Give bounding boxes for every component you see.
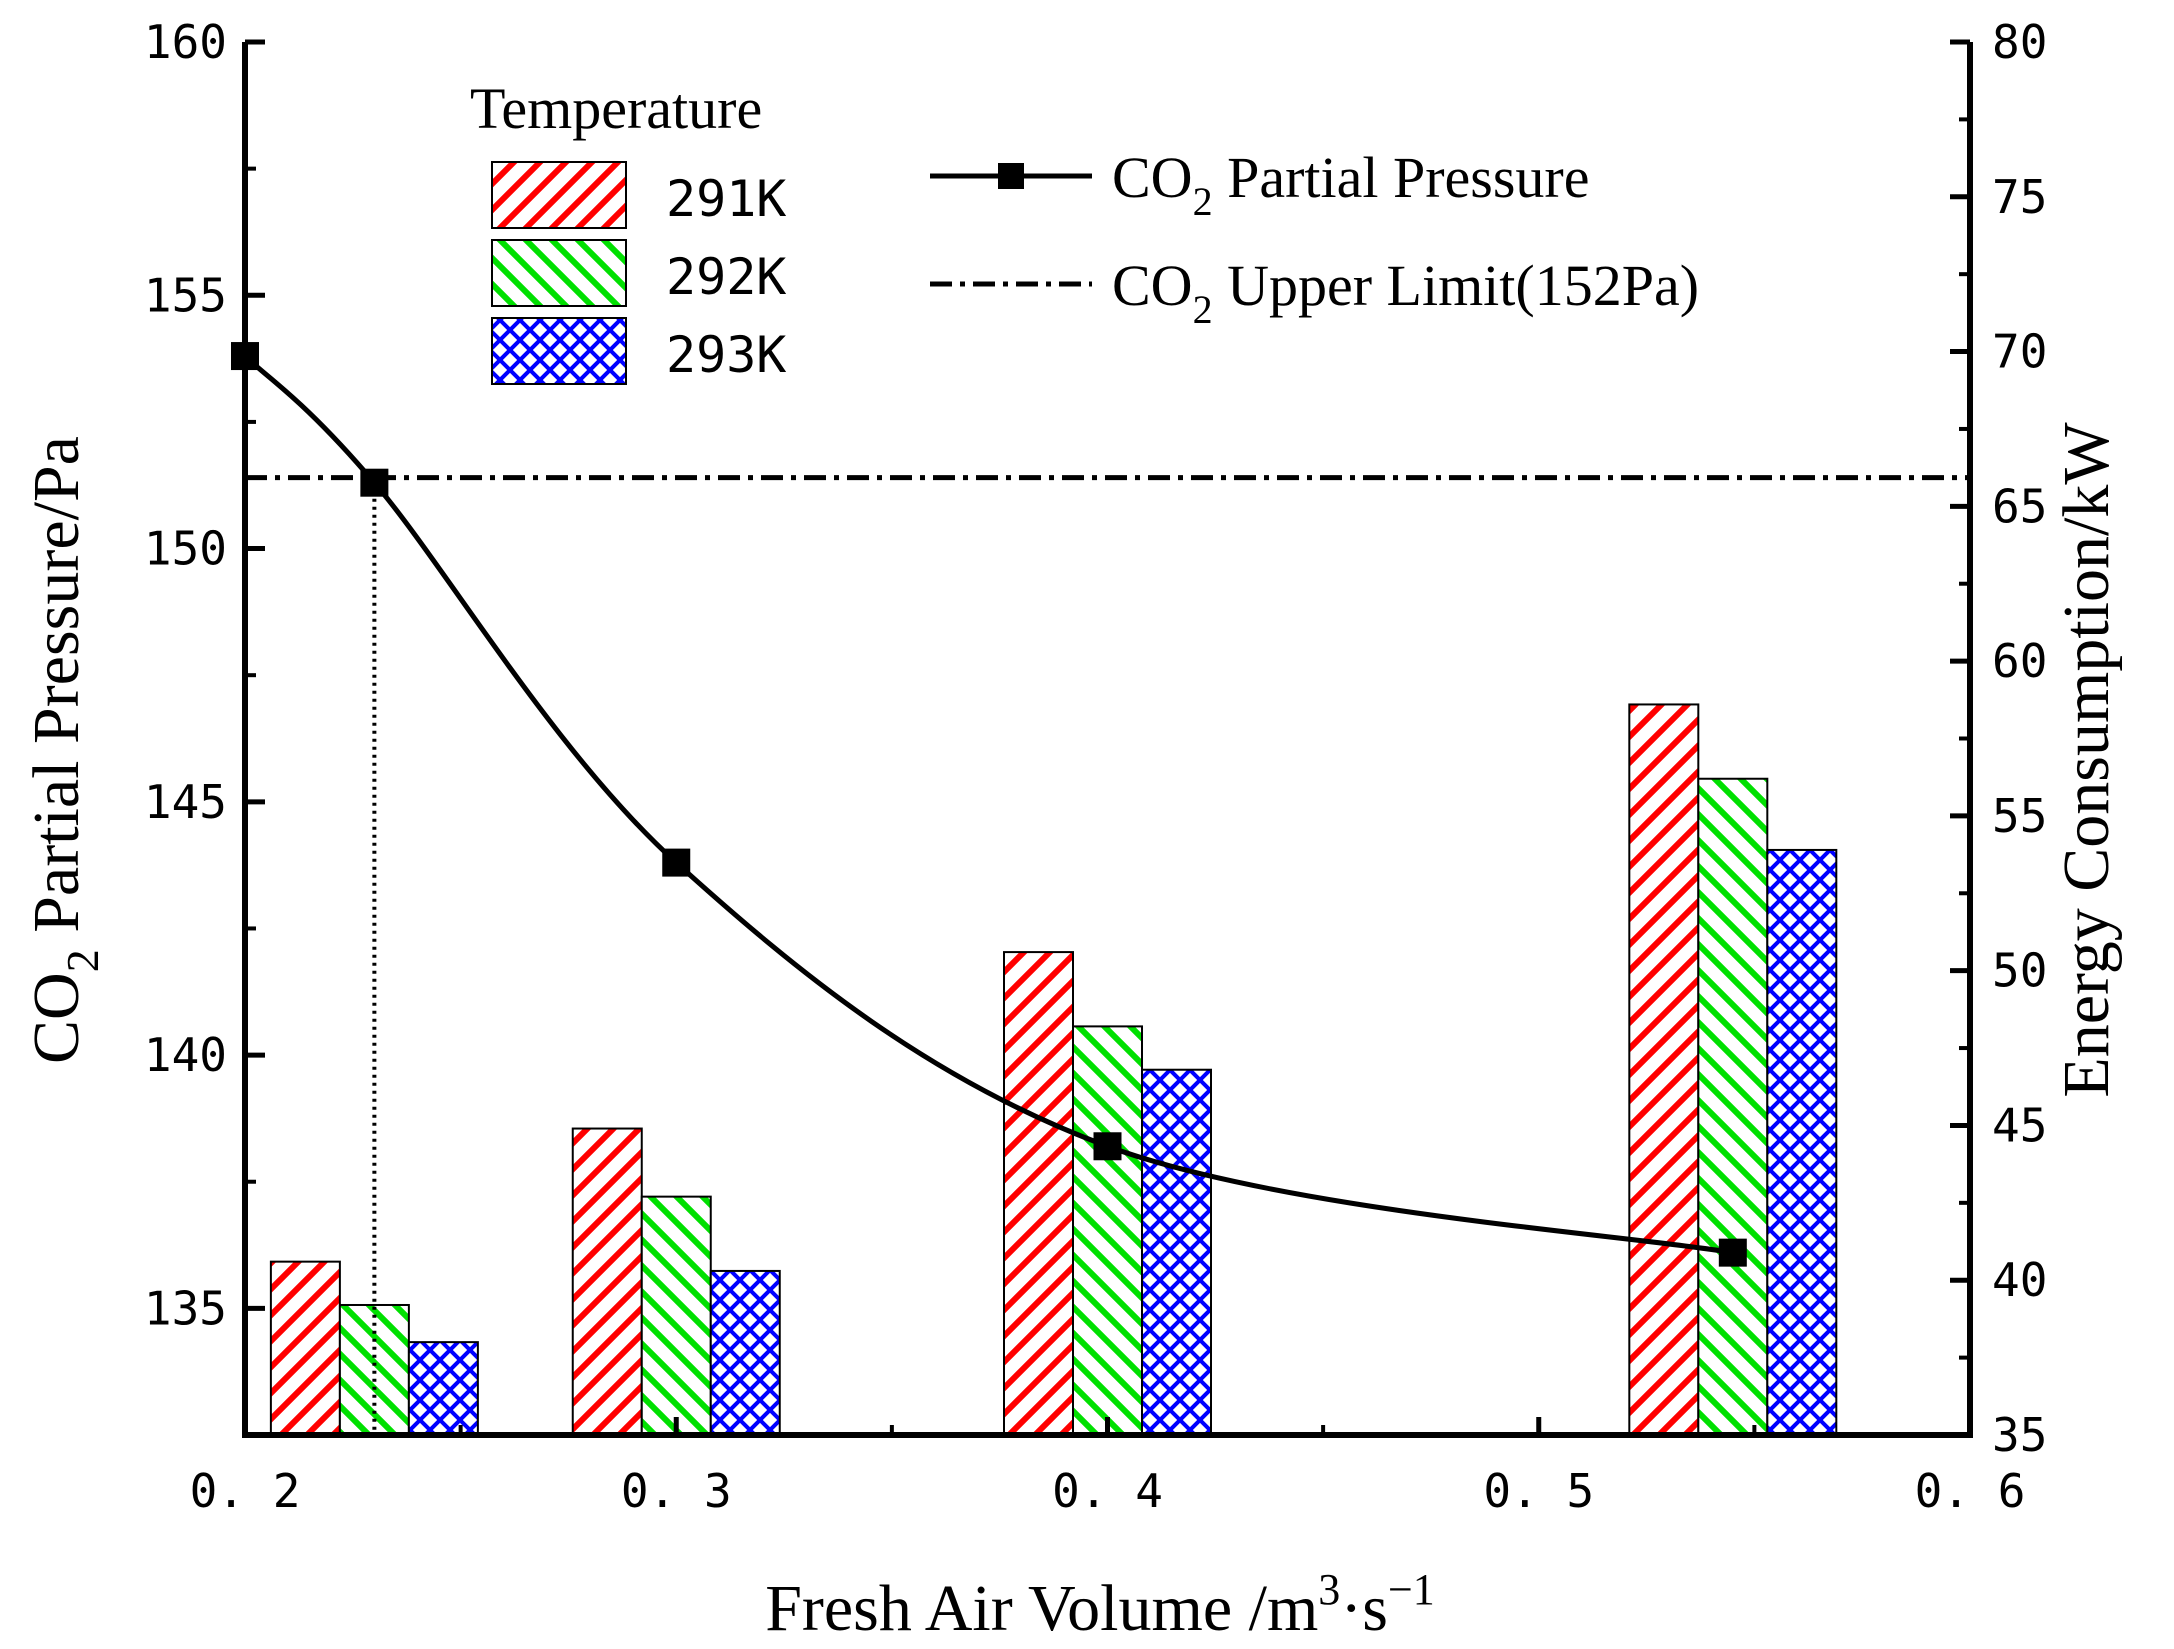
x-axis-title: Fresh Air Volume /m3·s−1: [765, 1565, 1435, 1645]
x-tick-label-1: 0. 2: [190, 1464, 301, 1518]
bar-293k-group-3: [1141, 1068, 1212, 1437]
axes-layer: 0. 2 0. 3 0. 4 0. 5 0. 6 135 140 145 150 155 160 35…: [144, 15, 2047, 1518]
legend-bars: Temperature 291K 292K 293K: [470, 76, 786, 385]
legend-swatch-293k: [491, 317, 627, 385]
x-tick-label-3: 0. 4: [1052, 1464, 1163, 1518]
y-left-tick-label-3: 145: [144, 775, 227, 829]
y-left-tick-label-1: 135: [144, 1281, 227, 1335]
bars-layer: [269, 703, 1838, 1437]
y-left-tick-label-6: 160: [144, 15, 227, 69]
bar-291k-group-1: [269, 1260, 341, 1437]
bar-292k-group-3: [1072, 1025, 1143, 1437]
y-right-axis-title: Energy Consumption/kW: [2050, 422, 2123, 1098]
legend-label-293k: 293K: [666, 326, 786, 384]
y-right-tick-label-7: 65: [1992, 479, 2047, 533]
legend-label-pressure: CO2 Partial Pressure: [1112, 145, 1590, 224]
legend-title: Temperature: [470, 76, 762, 141]
bar-291k-group-2: [571, 1127, 643, 1437]
y-left-axis-title: CO2 Partial Pressure/Pa: [20, 436, 108, 1064]
legend-swatch-292k: [491, 239, 627, 307]
y-right-tick-label-10: 80: [1992, 15, 2047, 69]
legend-label-291k: 291K: [666, 170, 786, 228]
plot-layer: [231, 342, 1970, 1435]
pressure-curve: [243, 354, 1734, 1256]
x-tick-label-2: 0. 3: [621, 1464, 732, 1518]
bar-293k-group-2: [709, 1269, 781, 1436]
bar-293k-group-4: [1766, 848, 1838, 1436]
bar-292k-group-2: [640, 1195, 712, 1436]
y-right-tick-label-5: 55: [1992, 789, 2047, 843]
y-left-tick-label-4: 150: [144, 522, 227, 576]
bar-292k-group-4: [1697, 777, 1769, 1436]
y-right-tick-label-4: 50: [1992, 944, 2047, 998]
x-tick-label-5: 0. 6: [1915, 1464, 2026, 1518]
legend-lines: CO2 Partial Pressure CO2 Upper Limit(152…: [930, 145, 1699, 332]
y-right-tick-label-3: 45: [1992, 1098, 2047, 1152]
y-right-tick-label-8: 70: [1992, 325, 2047, 379]
y-left-tick-label-2: 140: [144, 1028, 227, 1082]
legend-swatch-291k: [491, 161, 627, 229]
bar-291k-group-3: [1003, 951, 1074, 1436]
y-right-tick-label-1: 35: [1992, 1408, 2047, 1462]
x-tick-label-4: 0. 5: [1483, 1464, 1594, 1518]
legend-marker-pressure: [998, 163, 1024, 189]
y-right-tick-label-2: 40: [1992, 1253, 2047, 1307]
pressure-point-5: [1718, 1238, 1747, 1267]
y-right-tick-label-9: 75: [1992, 170, 2047, 224]
bar-293k-group-1: [407, 1341, 479, 1436]
legend-label-292k: 292K: [666, 248, 786, 306]
legend-label-limit: CO2 Upper Limit(152Pa): [1112, 253, 1699, 332]
bar-291k-group-4: [1628, 703, 1700, 1436]
y-right-tick-label-6: 60: [1992, 634, 2047, 688]
pressure-point-3: [662, 848, 691, 877]
pressure-point-2: [360, 468, 389, 497]
y-left-tick-label-5: 155: [144, 268, 227, 322]
pressure-point-4: [1093, 1132, 1122, 1161]
